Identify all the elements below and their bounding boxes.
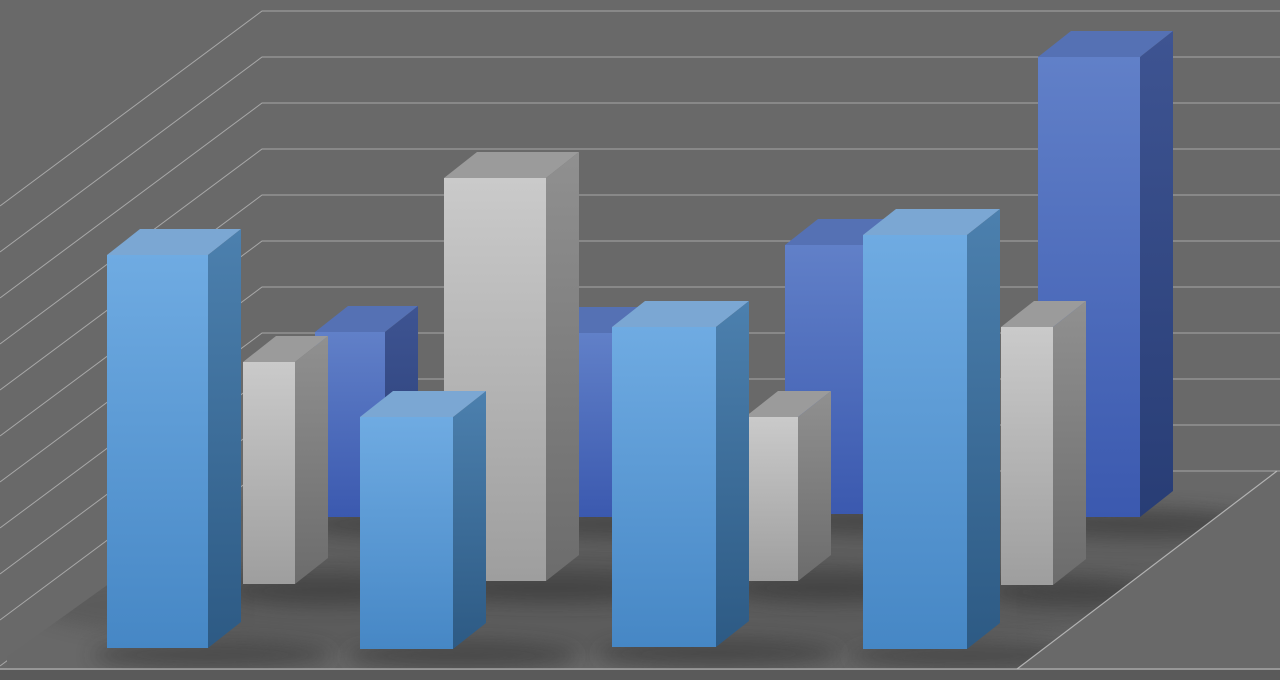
bar-mid-bar-4: [1001, 301, 1086, 585]
back-bar-4-side-face: [1140, 31, 1173, 517]
mid-bar-3-side-face: [798, 391, 831, 581]
bar-mid-bar-1: [243, 336, 328, 584]
front-bar-4-top-face: [863, 209, 1000, 235]
back-bar-1-top-face: [315, 306, 418, 332]
gridline: [0, 102, 1280, 299]
back-bar-4-top-face: [1038, 31, 1173, 57]
gridline: [0, 194, 1280, 391]
gridline: [0, 148, 1280, 345]
front-bar-1-front-face: [107, 255, 208, 648]
mid-bar-2-side-face: [546, 152, 579, 581]
front-bar-2-top-face: [360, 391, 486, 417]
front-bar-2-front-face: [360, 417, 453, 649]
gridline: [0, 10, 1280, 207]
mid-bar-1-front-face: [243, 362, 295, 584]
front-strip: [0, 670, 1280, 680]
mid-bar-4-side-face: [1053, 301, 1086, 585]
front-bar-4-side-face: [967, 209, 1000, 649]
front-bar-3-side-face: [716, 301, 749, 647]
front-bar-4-front-face: [863, 235, 967, 649]
mid-bar-4-top-face: [1001, 301, 1086, 327]
mid-bar-4-front-face: [1001, 327, 1053, 585]
mid-bar-1-top-face: [243, 336, 328, 362]
mid-bar-1-side-face: [295, 336, 328, 584]
mid-bar-3-front-face: [745, 417, 798, 581]
front-bar-1-side-face: [208, 229, 241, 648]
bar-mid-bar-3: [745, 391, 831, 581]
front-bar-2-side-face: [453, 391, 486, 649]
bar-front-bar-2: [360, 391, 486, 649]
bar-front-bar-1: [107, 229, 241, 648]
mid-bar-3-top-face: [745, 391, 831, 417]
mid-bar-2-top-face: [444, 152, 579, 178]
front-bar-1-top-face: [107, 229, 241, 255]
bar-front-bar-3: [612, 301, 749, 647]
gridline: [0, 56, 1280, 253]
floor-right-edge: [1016, 470, 1278, 670]
front-bar-3-top-face: [612, 301, 749, 327]
bar-front-bar-4: [863, 209, 1000, 649]
front-bar-3-front-face: [612, 327, 716, 647]
